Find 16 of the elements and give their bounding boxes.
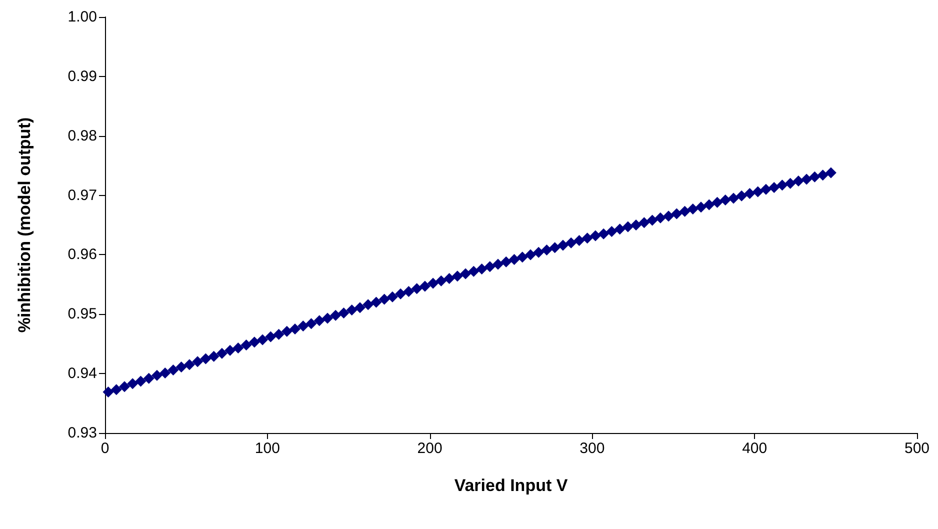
y-tick-label: 0.93: [68, 424, 97, 442]
x-tick-label: 300: [580, 440, 605, 457]
x-axis-title: Varied Input V: [454, 476, 568, 495]
y-axis-title: %inhibition (model output): [15, 117, 34, 333]
y-tick-label: 0.99: [68, 68, 97, 85]
y-tick-label: 0.96: [68, 246, 97, 264]
y-tick-label: 1.00: [68, 8, 97, 26]
y-tick-label: 0.98: [68, 127, 97, 144]
x-tick-label: 400: [742, 440, 768, 457]
x-tick-label: 100: [254, 440, 280, 457]
x-tick-label: 500: [904, 440, 930, 457]
y-tick-label: 0.94: [68, 365, 97, 382]
x-tick-label: 200: [417, 440, 442, 457]
x-tick-label: 0: [100, 440, 110, 457]
y-tick-label: 0.95: [68, 306, 97, 323]
y-tick-label: 0.97: [68, 186, 97, 204]
